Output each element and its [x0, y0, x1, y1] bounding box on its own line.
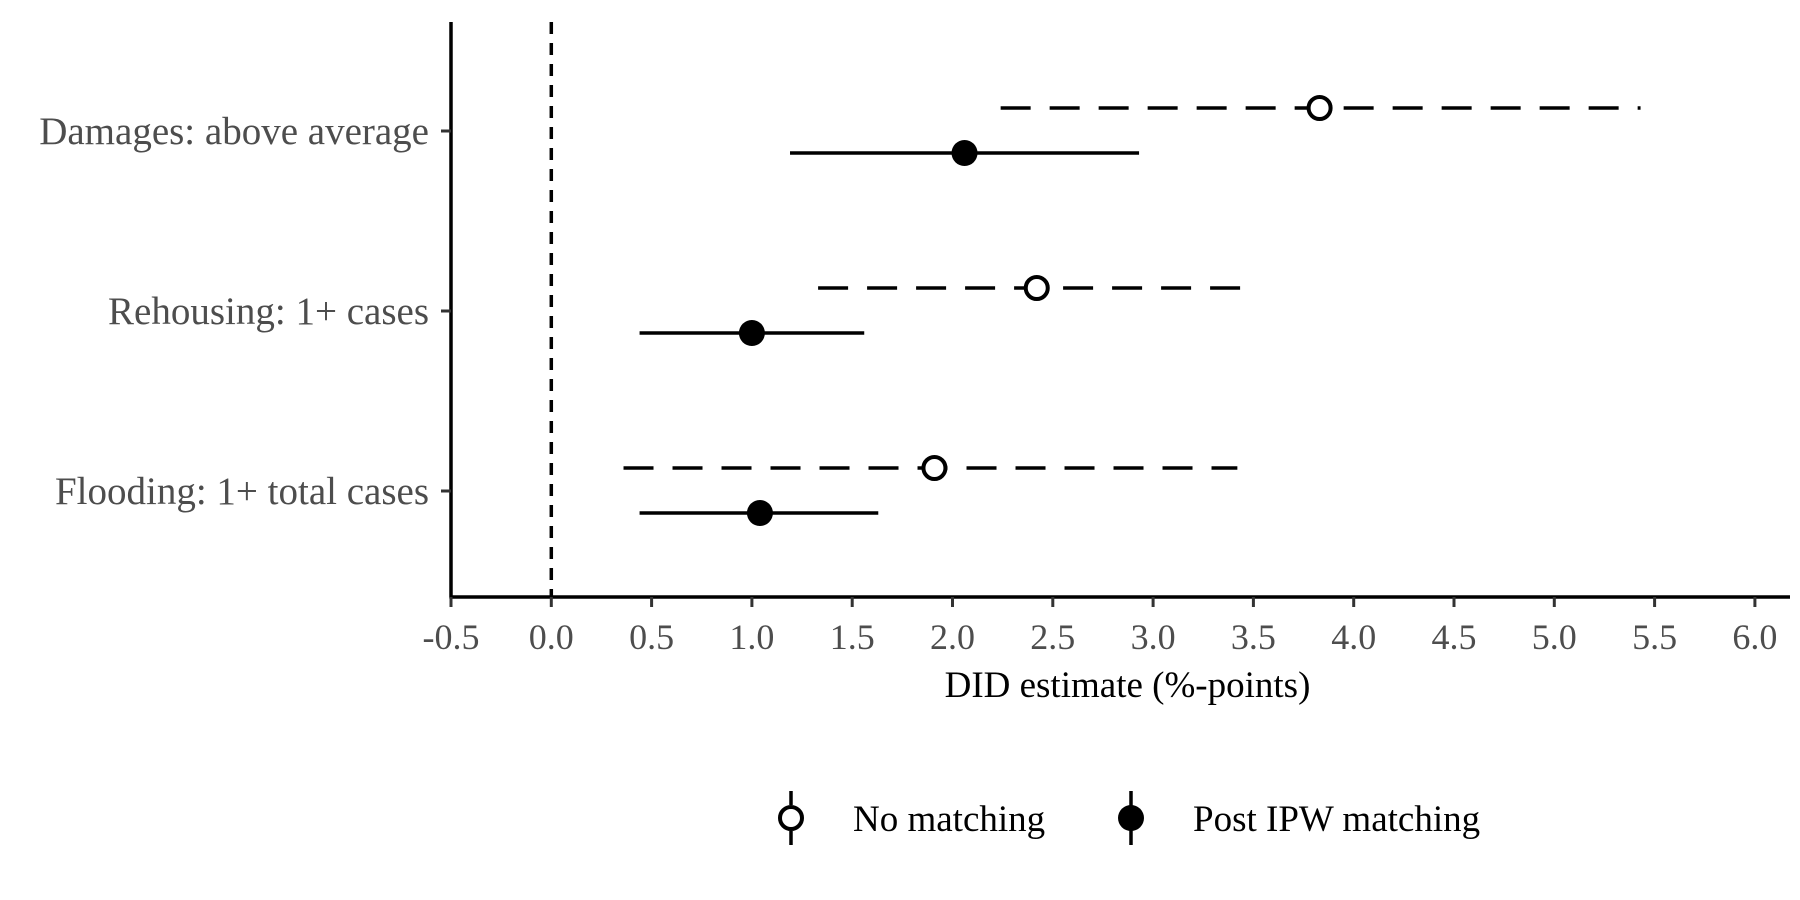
- legend-label: No matching: [853, 799, 1045, 840]
- legend-key-no-matching: [778, 805, 804, 831]
- point-no-matching: [921, 455, 948, 481]
- y-tick-label: Rehousing: 1+ cases: [108, 290, 429, 333]
- x-tick-label: 1.0: [729, 617, 774, 657]
- x-tick-label: 3.0: [1131, 617, 1176, 657]
- x-tick-label: 0.5: [629, 617, 674, 657]
- x-tick-label: 1.5: [830, 617, 875, 657]
- legend-key-post-ipw: [1118, 805, 1144, 831]
- point-post-ipw: [746, 500, 773, 526]
- x-tick-label: -0.5: [423, 617, 480, 657]
- x-tick-label: 2.0: [930, 617, 975, 657]
- x-tick-label: 4.0: [1331, 617, 1376, 657]
- legend-label: Post IPW matching: [1193, 799, 1480, 840]
- x-tick-label: 2.5: [1030, 617, 1075, 657]
- x-tick-label: 5.0: [1532, 617, 1577, 657]
- x-tick-label: 4.5: [1432, 617, 1477, 657]
- plot-area: [549, 22, 1641, 597]
- point-post-ipw: [738, 320, 765, 346]
- x-tick-label: 3.5: [1231, 617, 1276, 657]
- point-no-matching: [1306, 95, 1333, 121]
- x-tick-label: 6.0: [1732, 617, 1777, 657]
- x-axis-title: DID estimate (%-points): [945, 665, 1311, 706]
- axes: -0.5 0.0 0.5 1.0 1.5 2.0 2.5 3.0 3.5 4.0 4.5 5.0 5.5…: [39, 22, 1790, 657]
- y-tick-label: Flooding: 1+ total cases: [55, 470, 429, 513]
- legend: No matching Post IPW matching: [778, 791, 1480, 845]
- y-tick-label: Damages: above average: [39, 110, 429, 153]
- x-tick-label: 0.0: [529, 617, 574, 657]
- x-tick-label: 5.5: [1632, 617, 1677, 657]
- point-post-ipw: [951, 140, 978, 166]
- point-no-matching: [1023, 275, 1050, 301]
